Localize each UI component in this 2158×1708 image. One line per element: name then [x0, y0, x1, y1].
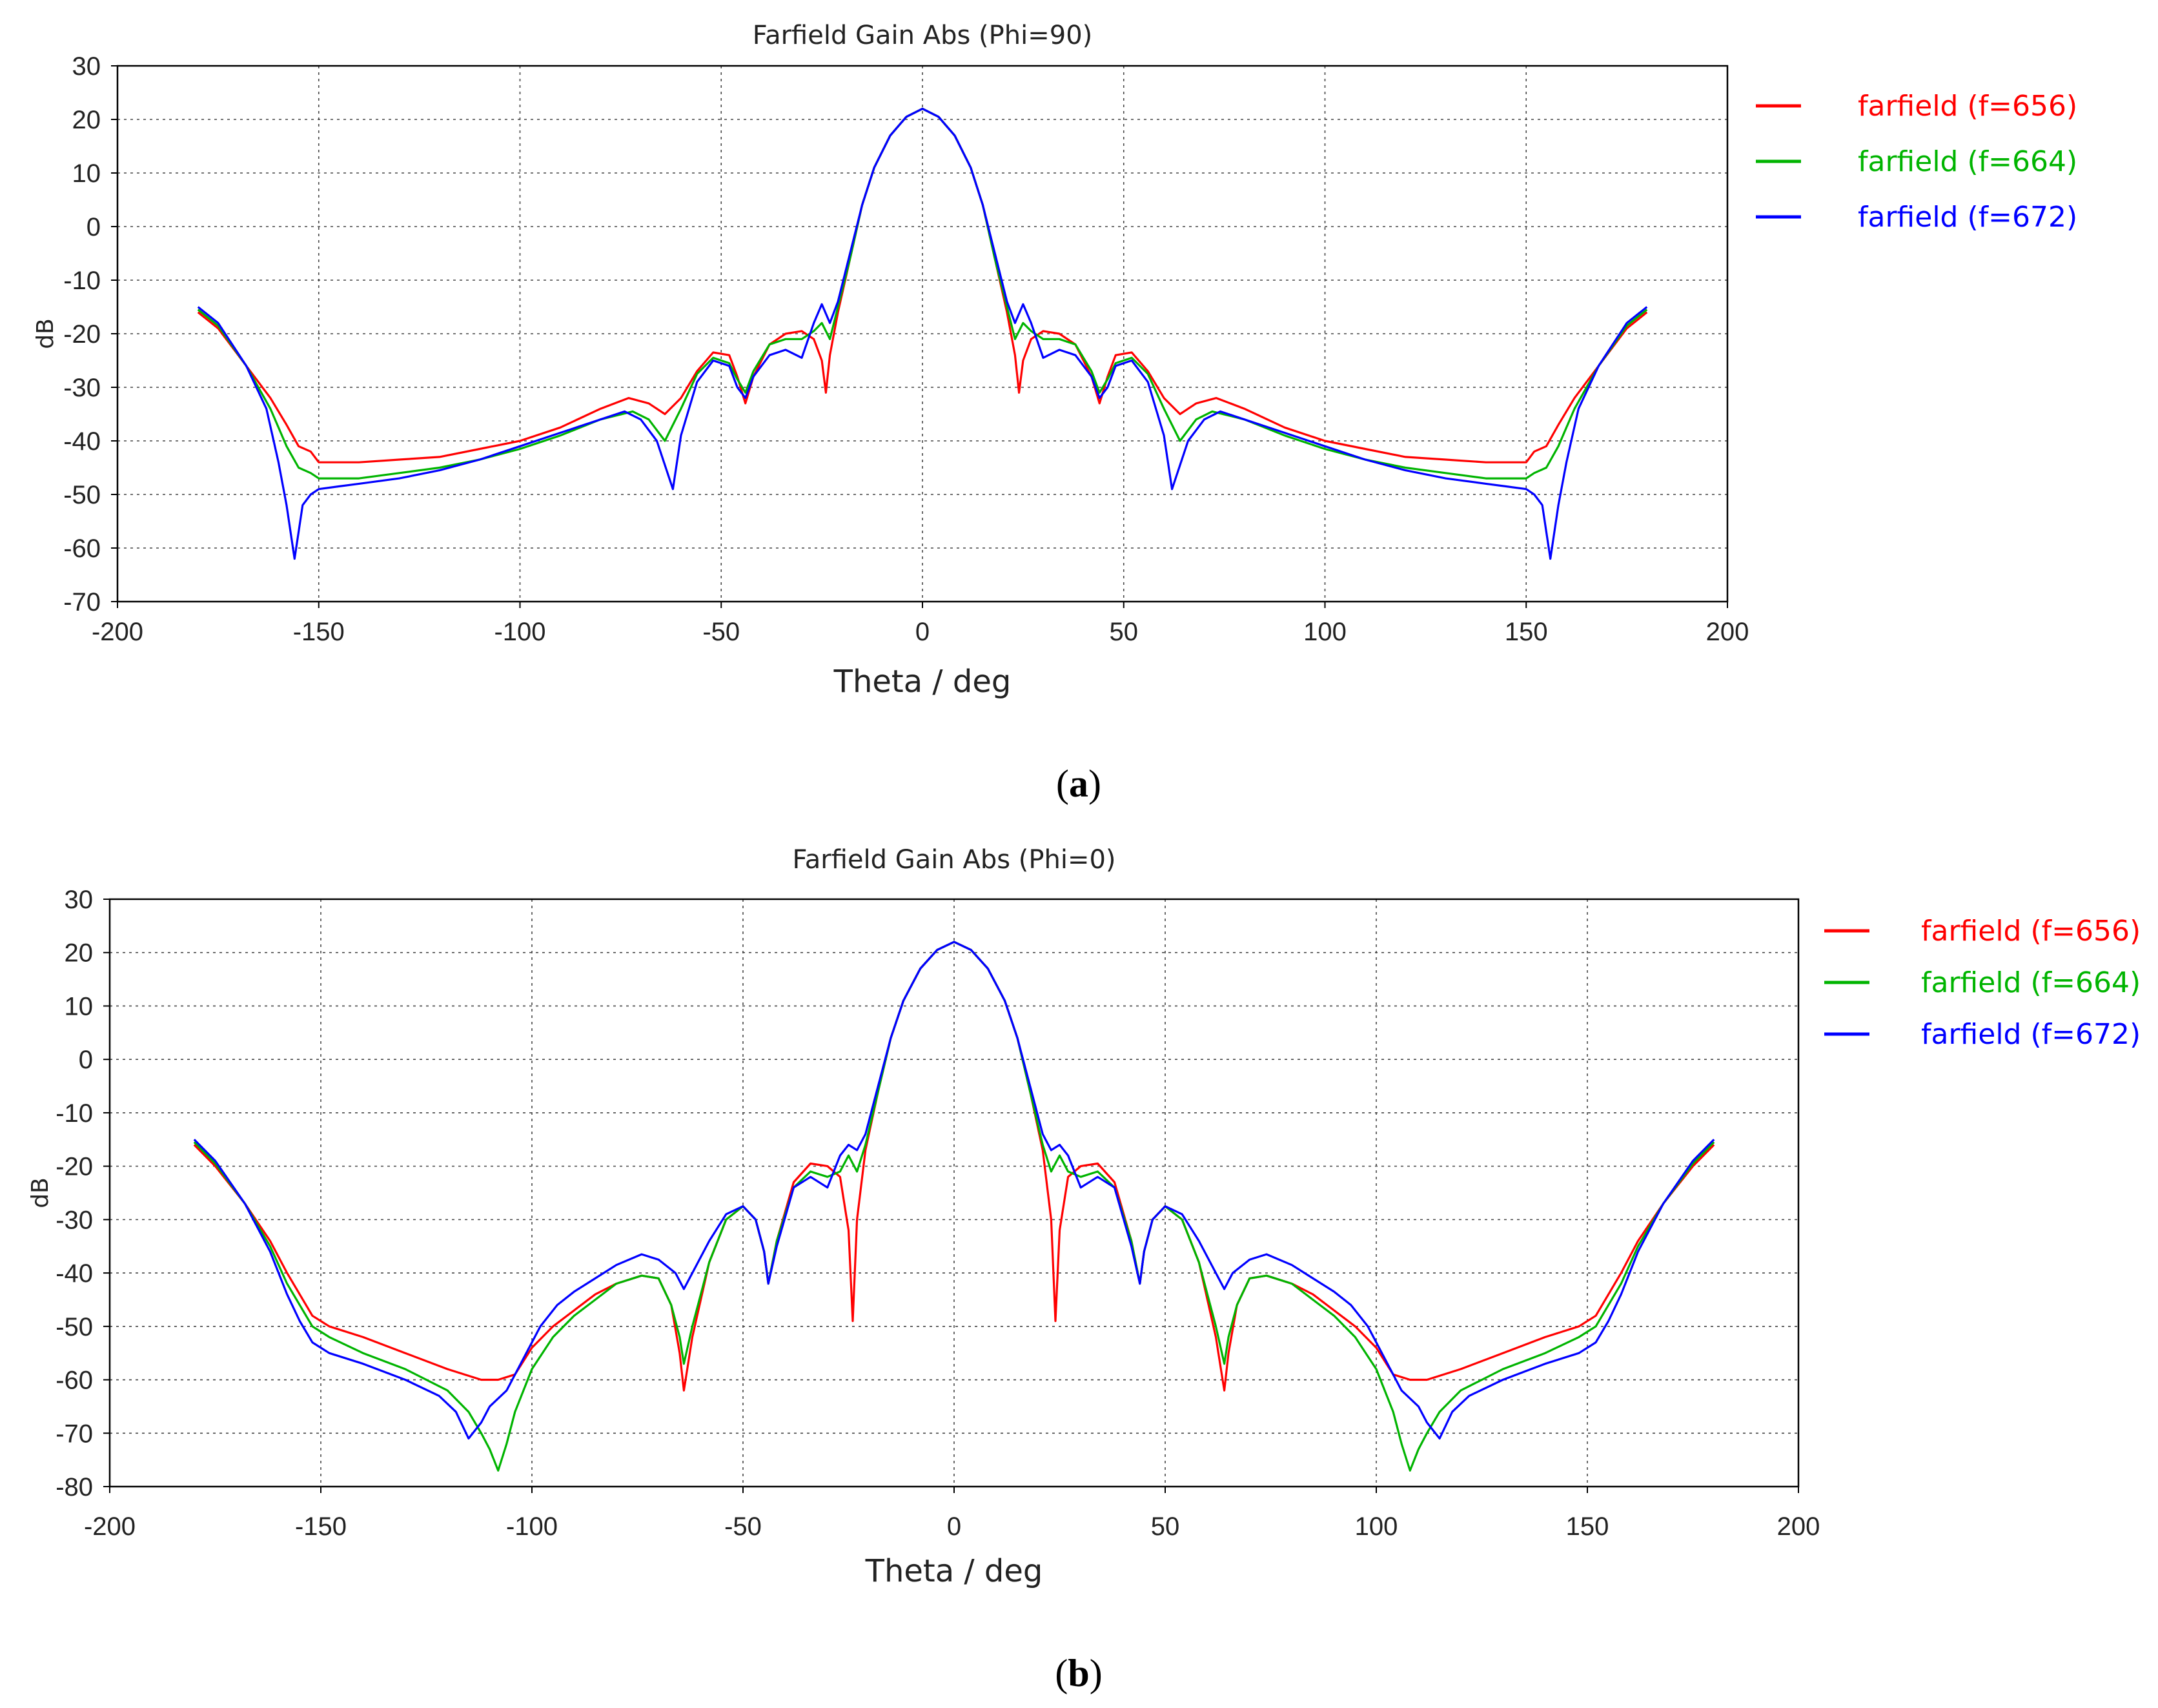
- y-tick-label: -10: [56, 1099, 93, 1128]
- legend-label: farfield (f=664): [1858, 145, 2077, 178]
- y-tick-label: -80: [56, 1473, 93, 1501]
- legend-item: farfield (f=664): [1824, 966, 2141, 999]
- y-tick-label: -40: [63, 427, 101, 456]
- legend: farfield (f=656) farfield (f=664) farfield…: [1756, 90, 2077, 234]
- y-tick-label: -40: [56, 1259, 93, 1288]
- y-tick-label: -50: [56, 1313, 93, 1341]
- panel-label: (a): [1056, 762, 1101, 805]
- legend-item: farfield (f=672): [1824, 1018, 2141, 1051]
- y-tick-label: -60: [56, 1367, 93, 1395]
- y-tick-label: 0: [87, 213, 101, 241]
- x-tick-label: -200: [92, 618, 143, 646]
- panel-letter: b: [1068, 1652, 1089, 1694]
- legend-item: farfield (f=672): [1756, 201, 2077, 234]
- x-tick-label: 200: [1706, 618, 1749, 646]
- legend-label: farfield (f=656): [1858, 90, 2077, 123]
- legend-label: farfield (f=672): [1921, 1018, 2141, 1051]
- y-axis-title: dB: [27, 1177, 54, 1208]
- x-tick-label: 50: [1110, 618, 1139, 646]
- y-tick-label: 30: [72, 52, 101, 81]
- y-tick-label: -50: [63, 481, 101, 509]
- x-tick-label: 100: [1355, 1512, 1398, 1541]
- legend: farfield (f=656) farfield (f=664) farfield…: [1824, 915, 2141, 1051]
- legend-item: farfield (f=656): [1756, 90, 2077, 123]
- y-tick-label: -70: [56, 1419, 93, 1448]
- x-tick-label: -100: [506, 1512, 558, 1541]
- y-tick-label: 10: [72, 159, 101, 188]
- x-tick-label: -50: [702, 618, 740, 646]
- x-tick-label: -200: [84, 1512, 136, 1541]
- x-tick-label: 150: [1505, 618, 1548, 646]
- chart-panel-b: Farfield Gain Abs (Phi=0)-200 -150 -100 -50…: [27, 845, 2141, 1694]
- x-axis-title: Theta / deg: [833, 664, 1012, 700]
- x-tick-label: 0: [947, 1512, 961, 1541]
- y-tick-label: 30: [65, 886, 94, 914]
- plot-area: [117, 66, 1727, 602]
- legend-label: farfield (f=672): [1858, 201, 2077, 234]
- y-tick-label: 10: [65, 992, 94, 1021]
- y-tick-label: 20: [65, 939, 94, 968]
- x-tick-label: -50: [724, 1512, 762, 1541]
- y-tick-label: -30: [56, 1206, 93, 1234]
- series-line-f672: [197, 107, 1648, 560]
- plot-frame: [116, 65, 1729, 603]
- x-axis-title: Theta / deg: [865, 1553, 1043, 1589]
- legend-item: farfield (f=656): [1824, 915, 2141, 948]
- chart-panel-a: Farfield Gain Abs (Phi=90)-200 -150 -100 -5…: [32, 21, 2077, 805]
- y-tick-label: -20: [56, 1153, 93, 1181]
- x-tick-label: 150: [1566, 1512, 1609, 1541]
- legend-item: farfield (f=664): [1756, 145, 2077, 178]
- chart-title: Farfield Gain Abs (Phi=0): [792, 845, 1115, 875]
- series-line-f672: [193, 940, 1715, 1440]
- grid: [117, 66, 1727, 602]
- y-tick-label: 20: [72, 106, 101, 134]
- y-axis-title: dB: [32, 318, 59, 349]
- plot-frame: [108, 898, 1800, 1488]
- panel-label: (b): [1055, 1652, 1102, 1694]
- y-tick-label: -60: [63, 534, 101, 563]
- y-tick-label: -10: [63, 267, 101, 295]
- x-tick-label: 100: [1303, 618, 1347, 646]
- y-tick-label: -20: [63, 320, 101, 349]
- x-tick-label: 50: [1151, 1512, 1180, 1541]
- legend-label: farfield (f=656): [1921, 915, 2141, 948]
- x-tick-label: -150: [295, 1512, 347, 1541]
- y-tick-label: 0: [79, 1046, 93, 1074]
- grid: [110, 899, 1798, 1487]
- legend-label: farfield (f=664): [1921, 966, 2141, 999]
- x-tick-label: 0: [915, 618, 930, 646]
- x-tick-label: 200: [1777, 1512, 1820, 1541]
- chart-title: Farfield Gain Abs (Phi=90): [753, 21, 1093, 50]
- x-tick-label: -150: [293, 618, 345, 646]
- y-tick-label: -30: [63, 374, 101, 402]
- x-tick-label: -100: [494, 618, 545, 646]
- y-tick-label: -70: [63, 588, 101, 616]
- panel-letter: a: [1069, 762, 1088, 805]
